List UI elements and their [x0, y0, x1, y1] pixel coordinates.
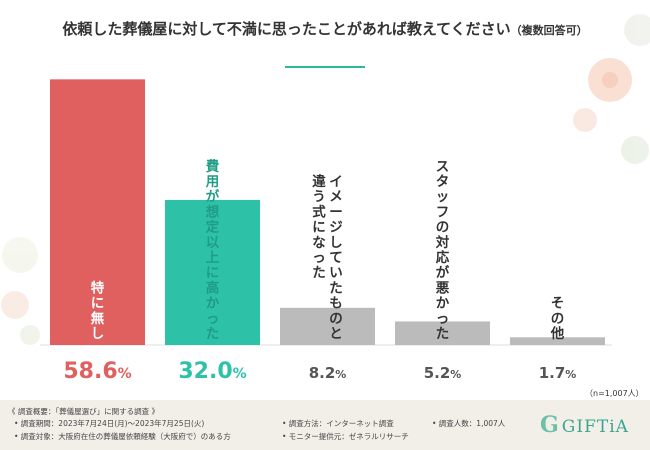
category-char: か: [206, 296, 220, 312]
category-char: 以: [206, 235, 220, 251]
value-label-0: 58.6%: [63, 359, 131, 384]
survey-footer: 《 調査概要：「葬儀屋選び」に関する調査 》 • 調査期間：2023年7月24日…: [0, 400, 650, 450]
category-char: っ: [436, 311, 450, 327]
category-char: し: [329, 235, 343, 251]
bar-0: [50, 79, 145, 345]
category-char: 高: [206, 279, 220, 296]
category-char: が: [436, 264, 450, 281]
category-char: 式: [312, 203, 326, 220]
survey-count: • 調査人数：1,007人: [432, 419, 506, 428]
category-char: 悪: [436, 280, 450, 296]
category-char: ー: [329, 204, 343, 220]
category-char: と: [329, 326, 343, 342]
category-char: ッ: [436, 189, 450, 205]
sample-size-note: （n=1,007人）: [585, 389, 644, 398]
category-char: そ: [551, 296, 565, 312]
category-char: に: [91, 296, 105, 312]
category-char: の: [329, 311, 343, 327]
value-label-2: 8.2%: [309, 364, 347, 382]
survey-monitor: • モニター提供元：ゼネラルリサーチ: [282, 432, 409, 441]
value-label-1: 32.0%: [178, 359, 246, 384]
category-char: 違: [312, 173, 326, 190]
category-char: た: [312, 265, 326, 281]
category-char: た: [329, 280, 343, 296]
category-char: 無: [91, 310, 105, 327]
category-char: ス: [436, 159, 450, 175]
category-char: の: [436, 220, 450, 236]
category-char: の: [551, 311, 565, 327]
survey-method: • 調査方法：インターネット調査: [282, 419, 394, 428]
category-char: 用: [206, 174, 220, 190]
value-label-4: 1.7%: [539, 364, 577, 382]
bar-chart: 特に無し58.6%費用が想定以上に高かった32.0%イメージしていたものと違う式…: [40, 79, 612, 384]
bar-4: [510, 337, 605, 345]
category-char: 上: [206, 250, 220, 266]
category-char: タ: [436, 174, 450, 190]
category-char: に: [206, 265, 220, 281]
category-char: に: [312, 220, 326, 236]
bar-1: [165, 199, 260, 345]
category-char: 定: [206, 219, 220, 236]
survey-target: • 調査対象：大阪府在住の葬儀屋依頼経験（大阪府で）のある方: [14, 432, 231, 441]
category-char: 他: [550, 325, 565, 342]
category-char: て: [329, 250, 343, 266]
category-char: た: [206, 326, 220, 342]
category-char: 対: [435, 234, 450, 251]
category-char: た: [436, 326, 450, 342]
survey-overview: 《 調査概要：「葬儀屋選び」に関する調査 》: [8, 407, 160, 416]
category-label-4: その他: [550, 296, 565, 342]
chart-subtitle: （複数回答可）: [510, 24, 588, 37]
bar-2: [280, 307, 375, 345]
survey-period: • 調査期間：2023年7月24日(月)～2023年7月25日(火): [14, 419, 205, 428]
category-char: メ: [329, 189, 343, 205]
giftia-logo-text: GIFTiA: [561, 417, 629, 437]
category-char: か: [436, 296, 450, 312]
chart-title-text: 依頼した葬儀屋に対して不満に思ったことがあれば教えてください: [62, 20, 511, 38]
category-char: 応: [436, 249, 450, 266]
giftia-logo-mark: G: [540, 412, 560, 438]
category-char: 特: [91, 279, 105, 296]
category-char: 想: [205, 203, 220, 220]
category-char: も: [329, 296, 343, 312]
category-char: が: [206, 188, 220, 205]
giftia-logo: G GIFTiA: [540, 412, 629, 438]
category-char: な: [312, 235, 326, 251]
category-char: う: [312, 189, 326, 205]
value-label-3: 5.2%: [424, 364, 462, 382]
category-char: い: [329, 265, 343, 281]
category-char: っ: [312, 250, 326, 266]
category-char: し: [91, 326, 105, 342]
category-char: 費: [206, 158, 220, 175]
category-char: っ: [206, 311, 220, 327]
bar-3: [395, 321, 490, 345]
category-char: フ: [436, 204, 450, 220]
chart-title: 依頼した葬儀屋に対して不満に思ったことがあれば教えてください（複数回答可）: [0, 18, 650, 39]
title-underline: [285, 66, 365, 68]
category-char: イ: [329, 174, 343, 190]
category-char: ジ: [329, 220, 343, 236]
